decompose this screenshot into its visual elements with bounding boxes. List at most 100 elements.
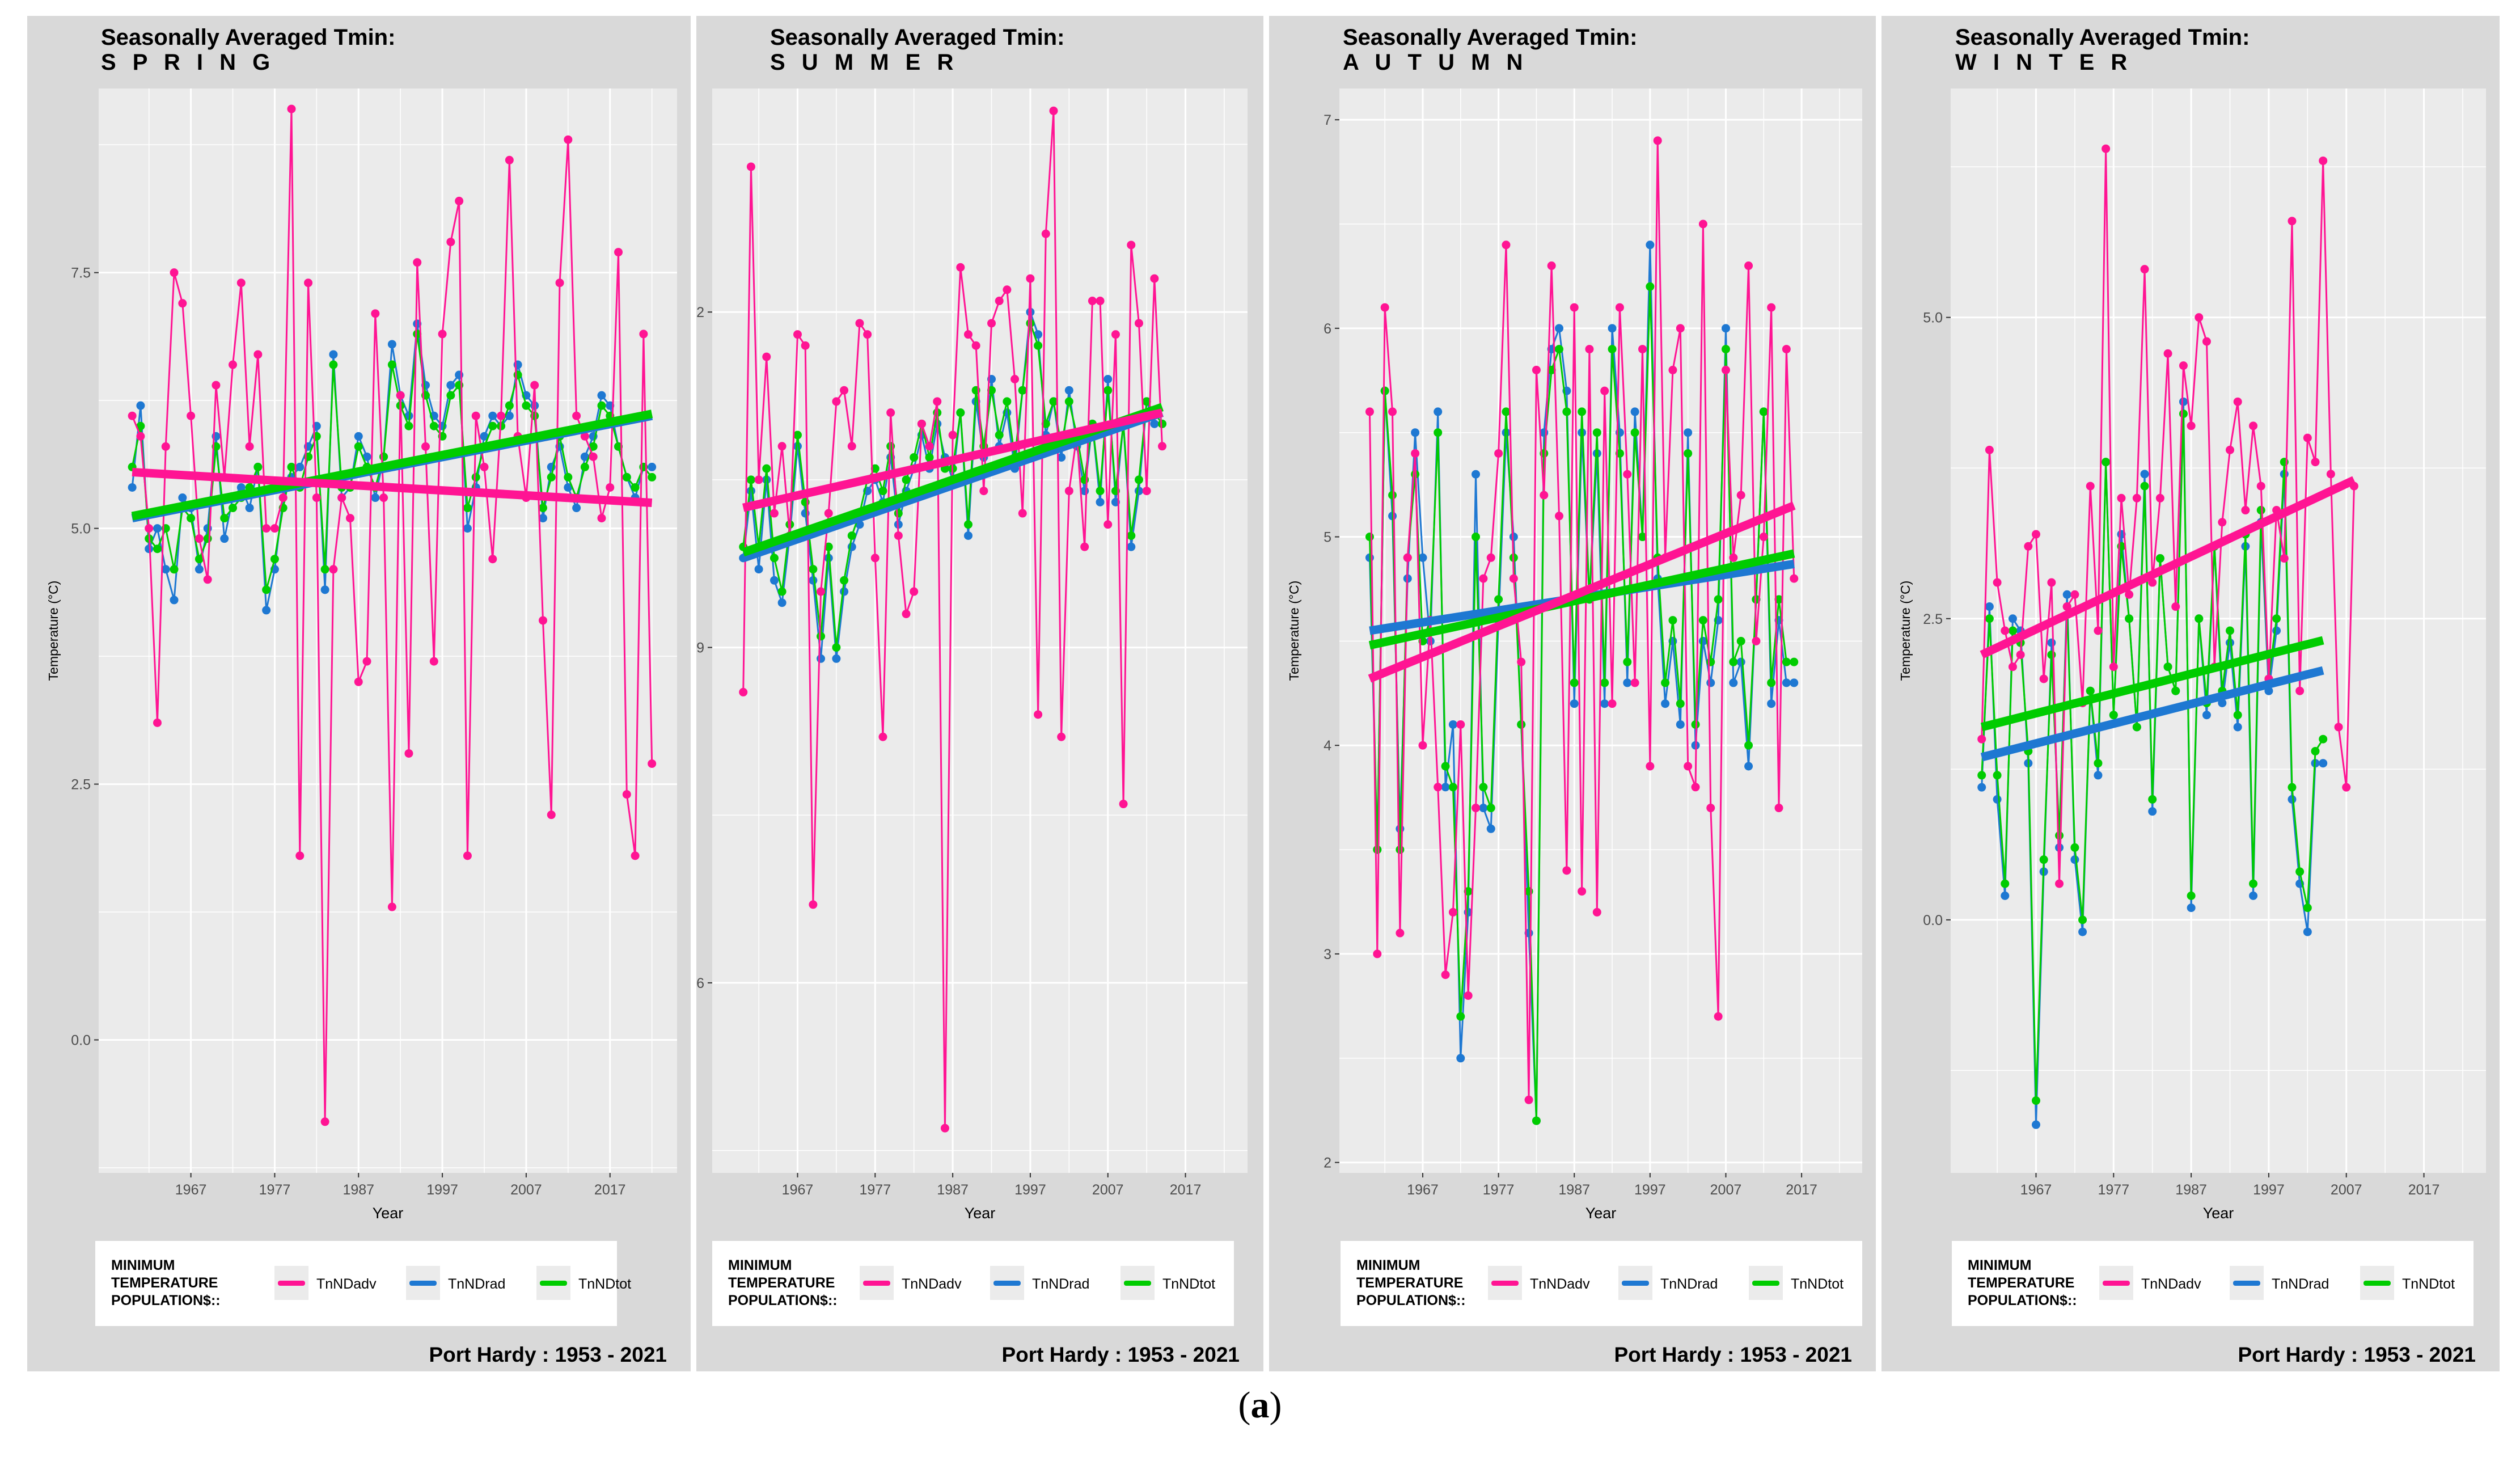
data-point-tnndadv — [606, 483, 615, 492]
data-point-tnndadv — [2249, 421, 2258, 430]
data-point-tnndrad — [505, 411, 514, 420]
data-point-tnndadv — [161, 442, 170, 451]
data-point-tnndadv — [1026, 274, 1035, 283]
data-point-tnndadv — [278, 493, 287, 503]
data-point-tnndadv — [480, 462, 489, 471]
data-point-tnndtot — [2055, 831, 2064, 840]
data-point-tnndtot — [1103, 386, 1113, 395]
data-point-tnndadv — [1540, 491, 1549, 500]
legend-title-line: MINIMUM — [1356, 1257, 1420, 1273]
data-point-tnndadv — [1630, 678, 1639, 687]
data-point-tnndtot — [1744, 741, 1753, 750]
data-point-tnndrad — [1434, 407, 1443, 416]
legend-title-line: POPULATION$:: — [1356, 1293, 1466, 1308]
data-point-tnndadv — [1010, 374, 1020, 383]
data-point-tnndadv — [1150, 274, 1159, 283]
data-point-tnndtot — [910, 453, 919, 462]
x-tick-label: 1967 — [2020, 1182, 2052, 1198]
data-point-tnndadv — [1464, 991, 1473, 1000]
data-point-tnndrad — [1600, 699, 1609, 708]
data-point-tnndadv — [878, 732, 887, 741]
trend-line-tnndadv — [132, 467, 653, 508]
data-point-tnndrad — [809, 576, 818, 585]
data-point-tnndadv — [245, 442, 254, 451]
data-point-tnndadv — [2280, 554, 2289, 563]
data-point-tnndadv — [421, 442, 430, 451]
data-point-tnndadv — [1623, 470, 1632, 479]
station-caption: Port Hardy : 1953 - 2021 — [1001, 1343, 1240, 1366]
data-point-tnndrad — [1985, 602, 1994, 611]
data-point-tnndrad — [1472, 470, 1481, 479]
data-point-tnndtot — [2086, 686, 2095, 695]
data-point-tnndadv — [1721, 365, 1730, 374]
x-axis-label: Year — [2203, 1205, 2234, 1222]
data-point-tnndadv — [1373, 949, 1382, 958]
legend-swatch — [993, 1281, 1021, 1286]
data-point-tnndtot — [2226, 626, 2235, 635]
data-point-tnndrad — [1570, 699, 1579, 708]
data-point-tnndadv — [824, 509, 833, 518]
data-point-tnndadv — [1547, 261, 1556, 271]
data-point-tnndadv — [2295, 686, 2305, 695]
data-point-tnndadv — [1472, 804, 1481, 813]
data-point-tnndrad — [1767, 699, 1776, 708]
data-point-tnndadv — [2326, 470, 2335, 479]
data-point-tnndtot — [1774, 595, 1783, 604]
data-point-tnndtot — [580, 462, 589, 471]
data-point-tnndadv — [345, 514, 354, 523]
data-point-tnndadv — [2070, 590, 2079, 599]
data-point-tnndadv — [2024, 542, 2033, 551]
data-point-tnndadv — [287, 104, 296, 113]
data-point-tnndtot — [902, 475, 911, 484]
legend-title-line: MINIMUM — [111, 1257, 175, 1273]
data-point-tnndtot — [622, 472, 631, 482]
legend-title-line: TEMPERATURE — [111, 1275, 218, 1291]
data-point-tnndtot — [404, 421, 413, 430]
data-point-tnndtot — [2288, 783, 2297, 792]
data-point-tnndrad — [262, 606, 271, 615]
legend-swatch — [863, 1281, 890, 1286]
data-point-tnndadv — [1646, 762, 1655, 771]
data-point-tnndadv — [253, 350, 263, 359]
data-point-tnndtot — [2132, 723, 2141, 732]
data-point-tnndtot — [1684, 449, 1693, 458]
data-point-tnndtot — [1623, 657, 1632, 666]
data-point-tnndtot — [2303, 903, 2312, 913]
data-point-tnndrad — [1456, 1054, 1465, 1063]
data-point-tnndadv — [262, 524, 271, 533]
data-point-tnndrad — [2001, 891, 2010, 900]
data-point-tnndrad — [1448, 720, 1457, 729]
data-point-tnndtot — [2039, 855, 2048, 864]
data-point-tnndadv — [446, 238, 455, 247]
data-point-tnndtot — [229, 504, 238, 513]
data-point-tnndtot — [1630, 428, 1639, 437]
data-point-tnndadv — [2334, 723, 2343, 732]
data-point-tnndtot — [2155, 554, 2164, 563]
data-point-tnndtot — [153, 544, 162, 554]
legend-title-line: POPULATION$:: — [1968, 1293, 2077, 1308]
data-point-tnndrad — [1676, 720, 1685, 729]
data-point-tnndadv — [396, 391, 405, 400]
legend-title-line: TEMPERATURE — [1968, 1275, 2075, 1291]
data-point-tnndtot — [1064, 397, 1073, 406]
data-point-tnndtot — [824, 542, 833, 551]
data-point-tnndadv — [614, 248, 623, 257]
legend-swatch — [1752, 1281, 1779, 1286]
data-point-tnndadv — [1142, 487, 1151, 496]
data-point-tnndrad — [1103, 374, 1113, 383]
x-tick-label: 2017 — [1786, 1182, 1817, 1198]
data-point-tnndtot — [817, 632, 826, 641]
data-point-tnndadv — [2132, 493, 2141, 503]
data-point-tnndadv — [1638, 345, 1647, 354]
data-point-tnndtot — [589, 442, 598, 451]
data-point-tnndrad — [754, 565, 763, 574]
data-point-tnndrad — [480, 432, 489, 441]
legend-label: TnNDrad — [448, 1276, 506, 1292]
data-point-tnndadv — [1790, 574, 1799, 583]
plot-background — [99, 88, 677, 1173]
data-point-tnndtot — [1479, 783, 1488, 792]
data-point-tnndadv — [505, 155, 514, 164]
data-point-tnndadv — [304, 278, 313, 288]
panel-title: Seasonally Averaged Tmin: W I N T E R — [1955, 25, 2250, 75]
data-point-tnndtot — [2031, 1096, 2040, 1105]
